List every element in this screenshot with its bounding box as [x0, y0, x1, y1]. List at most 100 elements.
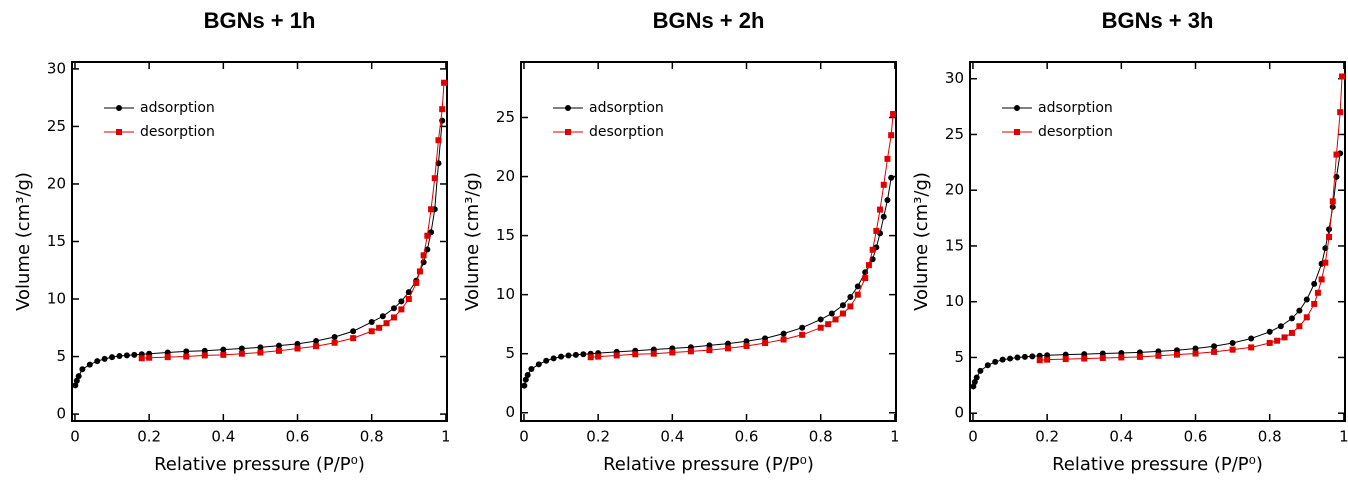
data-point [825, 321, 832, 328]
y-tick-label: 5 [56, 347, 66, 365]
data-point [550, 355, 557, 362]
data-point [743, 343, 750, 350]
data-point [294, 340, 301, 347]
data-point [1266, 339, 1273, 346]
data-point [379, 313, 386, 320]
x-tick-label: 0.4 [211, 428, 235, 446]
y-axis-label: Volume (cm³/g) [462, 172, 483, 311]
data-point [1136, 353, 1143, 360]
data-point [201, 347, 208, 354]
legend-marker [565, 129, 571, 135]
y-tick-label: 30 [945, 69, 964, 87]
data-point [1311, 280, 1318, 287]
data-point [1248, 335, 1255, 342]
series-line [141, 82, 445, 359]
y-tick-label: 25 [496, 108, 515, 126]
data-point [72, 382, 79, 389]
y-tick-label: 25 [945, 125, 964, 143]
legend-label: adsorption [1038, 100, 1113, 116]
data-point [294, 345, 301, 352]
y-axis-label: Volume (cm³/g) [911, 172, 932, 311]
data-point [1211, 348, 1218, 355]
y-tick-label: 0 [954, 404, 964, 422]
data-point [1329, 198, 1336, 205]
data-point [888, 132, 895, 139]
data-point [1248, 344, 1255, 351]
data-point [420, 252, 427, 259]
data-point [999, 356, 1006, 363]
data-point [275, 342, 282, 349]
data-point [1044, 356, 1051, 363]
data-point [884, 155, 891, 162]
data-point [884, 197, 891, 204]
data-point [1288, 315, 1295, 322]
data-point [413, 279, 420, 286]
data-point [528, 366, 535, 373]
data-point [220, 346, 227, 353]
data-point [873, 227, 880, 234]
data-point [275, 347, 282, 354]
data-point [1296, 307, 1303, 314]
data-point [350, 328, 357, 335]
x-tick-label: 1 [441, 428, 449, 446]
data-point [669, 349, 676, 356]
data-point [862, 275, 869, 282]
data-point [1274, 337, 1281, 344]
data-point [865, 262, 872, 269]
data-point [424, 246, 431, 253]
data-point [331, 334, 338, 341]
data-point [890, 110, 897, 117]
data-point [706, 347, 713, 354]
data-point [350, 335, 357, 342]
data-point [1318, 276, 1325, 283]
legend-label: desorption [589, 124, 664, 140]
data-point [238, 345, 245, 352]
x-tick-label: 0.6 [735, 428, 759, 446]
series-line [523, 177, 892, 386]
data-point [439, 106, 446, 113]
data-point [1311, 300, 1318, 307]
data-point [839, 302, 846, 309]
data-point [1229, 346, 1236, 353]
x-axis-label: Relative pressure (P/P⁰) [1052, 454, 1263, 475]
chart-title: BGNs + 1h [204, 8, 316, 33]
data-point [201, 352, 208, 359]
legend-label: adsorption [140, 100, 215, 116]
chart-title: BGNs + 3h [1102, 8, 1214, 33]
plot-frame [71, 61, 448, 422]
data-point [405, 289, 412, 296]
data-point [524, 371, 531, 378]
x-tick-label: 0.2 [1035, 428, 1059, 446]
x-axis-label: Relative pressure (P/P⁰) [603, 454, 814, 475]
data-point [164, 349, 171, 356]
data-point [94, 358, 101, 365]
y-tick-label: 5 [505, 344, 515, 362]
data-point [799, 331, 806, 338]
data-point [839, 310, 846, 317]
data-point [888, 174, 895, 181]
data-point [1314, 289, 1321, 296]
plot-frame [520, 61, 897, 422]
data-point [984, 362, 991, 369]
data-point [1339, 73, 1346, 80]
legend-marker [116, 105, 122, 111]
data-point [398, 298, 405, 305]
data-point [424, 232, 431, 239]
panel: BGNs + 2h 0 5 10 15 20 25 0 0.2 0.4 0.6 0.8 1 Relativ… [462, 8, 898, 475]
legend-label: adsorption [589, 100, 664, 116]
data-point [1192, 345, 1199, 352]
data-point [1211, 343, 1218, 350]
data-point [1029, 353, 1036, 360]
data-point [1303, 314, 1310, 321]
data-point [558, 353, 565, 360]
data-point [1288, 329, 1295, 336]
data-point [416, 268, 423, 275]
data-point [116, 352, 123, 359]
data-point [390, 305, 397, 312]
data-point [817, 324, 824, 331]
y-tick-label: 15 [496, 226, 515, 244]
data-point [762, 340, 769, 347]
x-tick-label: 0.2 [586, 428, 610, 446]
x-tick-label: 0.2 [137, 428, 161, 446]
